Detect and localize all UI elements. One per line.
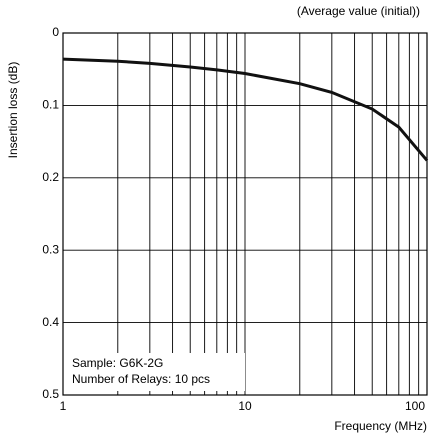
annotation: Number of Relays: 10 pcs [72, 372, 210, 386]
y-axis-label: Insertion loss (dB) [6, 62, 20, 159]
annotation: Sample: G6K-2G [72, 356, 163, 370]
x-tick-label: 100 [405, 399, 425, 413]
y-tick-label: 0.4 [42, 315, 59, 329]
y-tick-label: 0.5 [42, 387, 59, 401]
plot-frame [62, 32, 428, 396]
y-tick-label: 0.3 [42, 242, 59, 256]
chart-subtitle: (Average value (initial)) [297, 4, 420, 18]
y-tick-label: 0.2 [42, 170, 59, 184]
y-tick-label: 0.1 [42, 98, 59, 112]
y-tick-label: 0 [52, 25, 59, 39]
annotation-box [65, 353, 245, 391]
x-tick-label: 10 [238, 399, 252, 413]
data-line [62, 57, 429, 162]
x-tick-label: 1 [60, 399, 67, 413]
x-axis-label: Frequency (MHz) [334, 419, 427, 433]
